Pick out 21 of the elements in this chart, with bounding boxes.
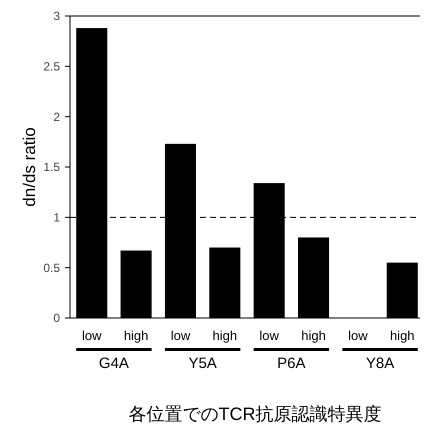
- x-tick-label: high: [124, 328, 148, 343]
- y-tick-label: 1.5: [43, 160, 60, 174]
- y-tick-label: 1: [53, 210, 60, 225]
- text: Y8A: [366, 355, 394, 372]
- x-tick-label: high: [390, 328, 415, 343]
- x-tick-label: low: [170, 328, 191, 343]
- x-tick-label: low: [82, 328, 102, 343]
- text: Y5A: [188, 355, 217, 372]
- y-tick-label: 0.5: [43, 260, 60, 275]
- y-tick-label: 3: [53, 9, 60, 24]
- y-tick-label: 2.5: [43, 60, 60, 74]
- x-tick-label: high: [301, 328, 326, 343]
- text: P6A: [277, 355, 306, 372]
- x-axis-title: 各位置でのTCR抗原認識特異度: [128, 404, 382, 424]
- y-axis-title: dn/ds ratio: [20, 127, 39, 207]
- y-tick-label: 2: [53, 110, 60, 124]
- y-tick-label: 0: [53, 311, 60, 326]
- x-tick-label: high: [212, 328, 238, 343]
- x-tick-label: low: [259, 328, 280, 343]
- text: G4A: [98, 355, 129, 372]
- x-tick-label: low: [348, 328, 368, 343]
